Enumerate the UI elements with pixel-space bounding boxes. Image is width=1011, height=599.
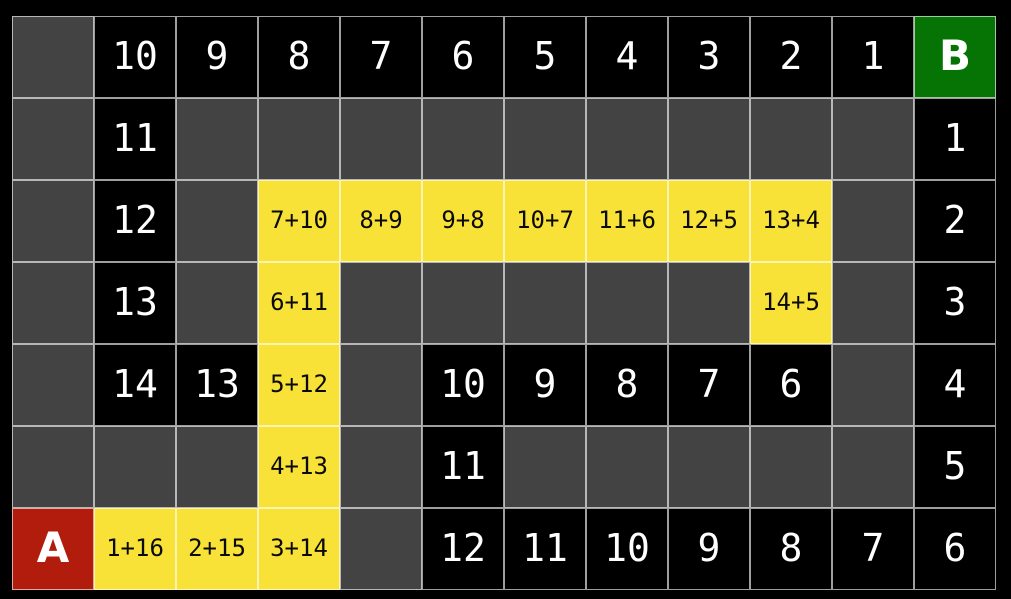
empty-cell-r6c4[interactable] — [340, 508, 422, 590]
distance-cell-r4c5[interactable]: 10 — [422, 344, 504, 426]
path-cost-cell-r2c9[interactable]: 13+4 — [750, 180, 832, 262]
path-cost-cell-r4c3[interactable]: 5+12 — [258, 344, 340, 426]
path-cost-cell-r2c7[interactable]: 11+6 — [586, 180, 668, 262]
distance-cell-r3c1[interactable]: 13 — [94, 262, 176, 344]
distance-cell-r6c6[interactable]: 11 — [504, 508, 586, 590]
empty-cell-r1c6[interactable] — [504, 98, 586, 180]
empty-cell-r1c7[interactable] — [586, 98, 668, 180]
empty-cell-r4c10[interactable] — [832, 344, 914, 426]
empty-cell-r1c8[interactable] — [668, 98, 750, 180]
start-cell-r6c0[interactable]: A — [12, 508, 94, 590]
empty-cell-r1c3[interactable] — [258, 98, 340, 180]
distance-cell-r1c11[interactable]: 1 — [914, 98, 996, 180]
distance-cell-r2c1[interactable]: 12 — [94, 180, 176, 262]
empty-cell-r3c10[interactable] — [832, 262, 914, 344]
distance-cell-r6c10[interactable]: 7 — [832, 508, 914, 590]
distance-cell-r6c9[interactable]: 8 — [750, 508, 832, 590]
distance-cell-r0c10[interactable]: 1 — [832, 16, 914, 98]
empty-cell-r3c8[interactable] — [668, 262, 750, 344]
empty-cell-r0c0[interactable] — [12, 16, 94, 98]
distance-cell-r4c6[interactable]: 9 — [504, 344, 586, 426]
distance-cell-r6c11[interactable]: 6 — [914, 508, 996, 590]
distance-cell-r4c1[interactable]: 14 — [94, 344, 176, 426]
empty-cell-r5c9[interactable] — [750, 426, 832, 508]
empty-cell-r3c4[interactable] — [340, 262, 422, 344]
empty-cell-r5c10[interactable] — [832, 426, 914, 508]
path-cost-cell-r2c4[interactable]: 8+9 — [340, 180, 422, 262]
empty-cell-r5c7[interactable] — [586, 426, 668, 508]
empty-cell-r5c4[interactable] — [340, 426, 422, 508]
empty-cell-r2c2[interactable] — [176, 180, 258, 262]
empty-cell-r3c6[interactable] — [504, 262, 586, 344]
distance-cell-r6c5[interactable]: 12 — [422, 508, 504, 590]
distance-cell-r1c1[interactable]: 11 — [94, 98, 176, 180]
empty-cell-r1c4[interactable] — [340, 98, 422, 180]
pathfinding-grid: 10 9 8 7 6 5 4 3 2 1 B 11 1 12 7+10 8+9 9+8 10+7 11+6 12+5 1… — [12, 16, 996, 590]
empty-cell-r3c0[interactable] — [12, 262, 94, 344]
distance-cell-r0c3[interactable]: 8 — [258, 16, 340, 98]
distance-cell-r0c5[interactable]: 6 — [422, 16, 504, 98]
distance-cell-r4c7[interactable]: 8 — [586, 344, 668, 426]
distance-cell-r6c7[interactable]: 10 — [586, 508, 668, 590]
path-cost-cell-r3c3[interactable]: 6+11 — [258, 262, 340, 344]
empty-cell-r1c9[interactable] — [750, 98, 832, 180]
empty-cell-r5c2[interactable] — [176, 426, 258, 508]
empty-cell-r1c2[interactable] — [176, 98, 258, 180]
empty-cell-r4c4[interactable] — [340, 344, 422, 426]
distance-cell-r0c2[interactable]: 9 — [176, 16, 258, 98]
empty-cell-r1c0[interactable] — [12, 98, 94, 180]
distance-cell-r0c8[interactable]: 3 — [668, 16, 750, 98]
path-cost-cell-r5c3[interactable]: 4+13 — [258, 426, 340, 508]
distance-cell-r4c2[interactable]: 13 — [176, 344, 258, 426]
empty-cell-r5c0[interactable] — [12, 426, 94, 508]
empty-cell-r1c10[interactable] — [832, 98, 914, 180]
distance-cell-r4c8[interactable]: 7 — [668, 344, 750, 426]
path-cost-cell-r6c3[interactable]: 3+14 — [258, 508, 340, 590]
distance-cell-r6c8[interactable]: 9 — [668, 508, 750, 590]
distance-cell-r5c5[interactable]: 11 — [422, 426, 504, 508]
empty-cell-r4c0[interactable] — [12, 344, 94, 426]
distance-cell-r0c7[interactable]: 4 — [586, 16, 668, 98]
empty-cell-r2c0[interactable] — [12, 180, 94, 262]
path-cost-cell-r3c9[interactable]: 14+5 — [750, 262, 832, 344]
distance-cell-r0c9[interactable]: 2 — [750, 16, 832, 98]
empty-cell-r2c10[interactable] — [832, 180, 914, 262]
empty-cell-r3c5[interactable] — [422, 262, 504, 344]
distance-cell-r0c6[interactable]: 5 — [504, 16, 586, 98]
path-cost-cell-r6c2[interactable]: 2+15 — [176, 508, 258, 590]
distance-cell-r0c4[interactable]: 7 — [340, 16, 422, 98]
goal-cell-r0c11[interactable]: B — [914, 16, 996, 98]
distance-cell-r5c11[interactable]: 5 — [914, 426, 996, 508]
path-cost-cell-r2c6[interactable]: 10+7 — [504, 180, 586, 262]
path-cost-cell-r2c8[interactable]: 12+5 — [668, 180, 750, 262]
distance-cell-r2c11[interactable]: 2 — [914, 180, 996, 262]
empty-cell-r1c5[interactable] — [422, 98, 504, 180]
distance-cell-r4c11[interactable]: 4 — [914, 344, 996, 426]
empty-cell-r5c6[interactable] — [504, 426, 586, 508]
distance-cell-r3c11[interactable]: 3 — [914, 262, 996, 344]
path-cost-cell-r6c1[interactable]: 1+16 — [94, 508, 176, 590]
empty-cell-r5c8[interactable] — [668, 426, 750, 508]
distance-cell-r4c9[interactable]: 6 — [750, 344, 832, 426]
empty-cell-r3c2[interactable] — [176, 262, 258, 344]
distance-cell-r0c1[interactable]: 10 — [94, 16, 176, 98]
path-cost-cell-r2c5[interactable]: 9+8 — [422, 180, 504, 262]
empty-cell-r5c1[interactable] — [94, 426, 176, 508]
empty-cell-r3c7[interactable] — [586, 262, 668, 344]
path-cost-cell-r2c3[interactable]: 7+10 — [258, 180, 340, 262]
